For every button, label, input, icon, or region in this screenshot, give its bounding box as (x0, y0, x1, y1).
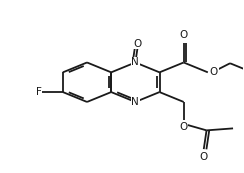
Text: O: O (180, 122, 188, 132)
Text: O: O (134, 39, 142, 49)
Text: O: O (200, 152, 208, 162)
Text: N: N (132, 97, 139, 107)
Text: F: F (36, 87, 42, 97)
Text: O: O (180, 30, 188, 40)
Text: N: N (132, 57, 139, 67)
Text: O: O (210, 67, 218, 77)
